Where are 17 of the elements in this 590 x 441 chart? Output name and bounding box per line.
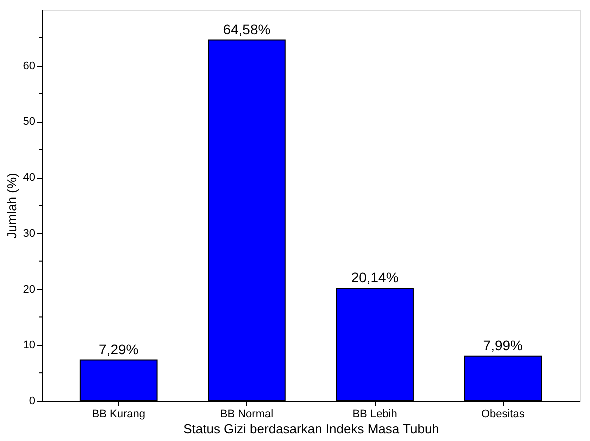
y-axis-title: Jumlah (%) [4,173,20,239]
x-tick-label: BB Normal [220,408,274,420]
y-tick-label: 30 [23,228,36,240]
y-tick-label: 60 [23,60,36,72]
data-label: 64,58% [223,21,271,38]
x-tick-label: BB Kurang [92,408,146,420]
x-tick-label: BB Lebih [352,408,398,420]
y-tick-label: 20 [23,284,36,296]
y-tick-label: 40 [23,172,36,184]
x-axis-title: Status Gizi berdasarkan Indeks Masa Tubuh [184,422,440,436]
y-tick-label: 10 [23,340,36,352]
x-tick-label: Obesitas [481,408,526,420]
data-label: 7,29% [99,341,139,358]
data-label: 20,14% [351,270,399,286]
y-tick-label: 50 [23,116,36,128]
data-label: 7,99% [483,337,523,354]
y-tick-label: 0 [29,396,36,408]
